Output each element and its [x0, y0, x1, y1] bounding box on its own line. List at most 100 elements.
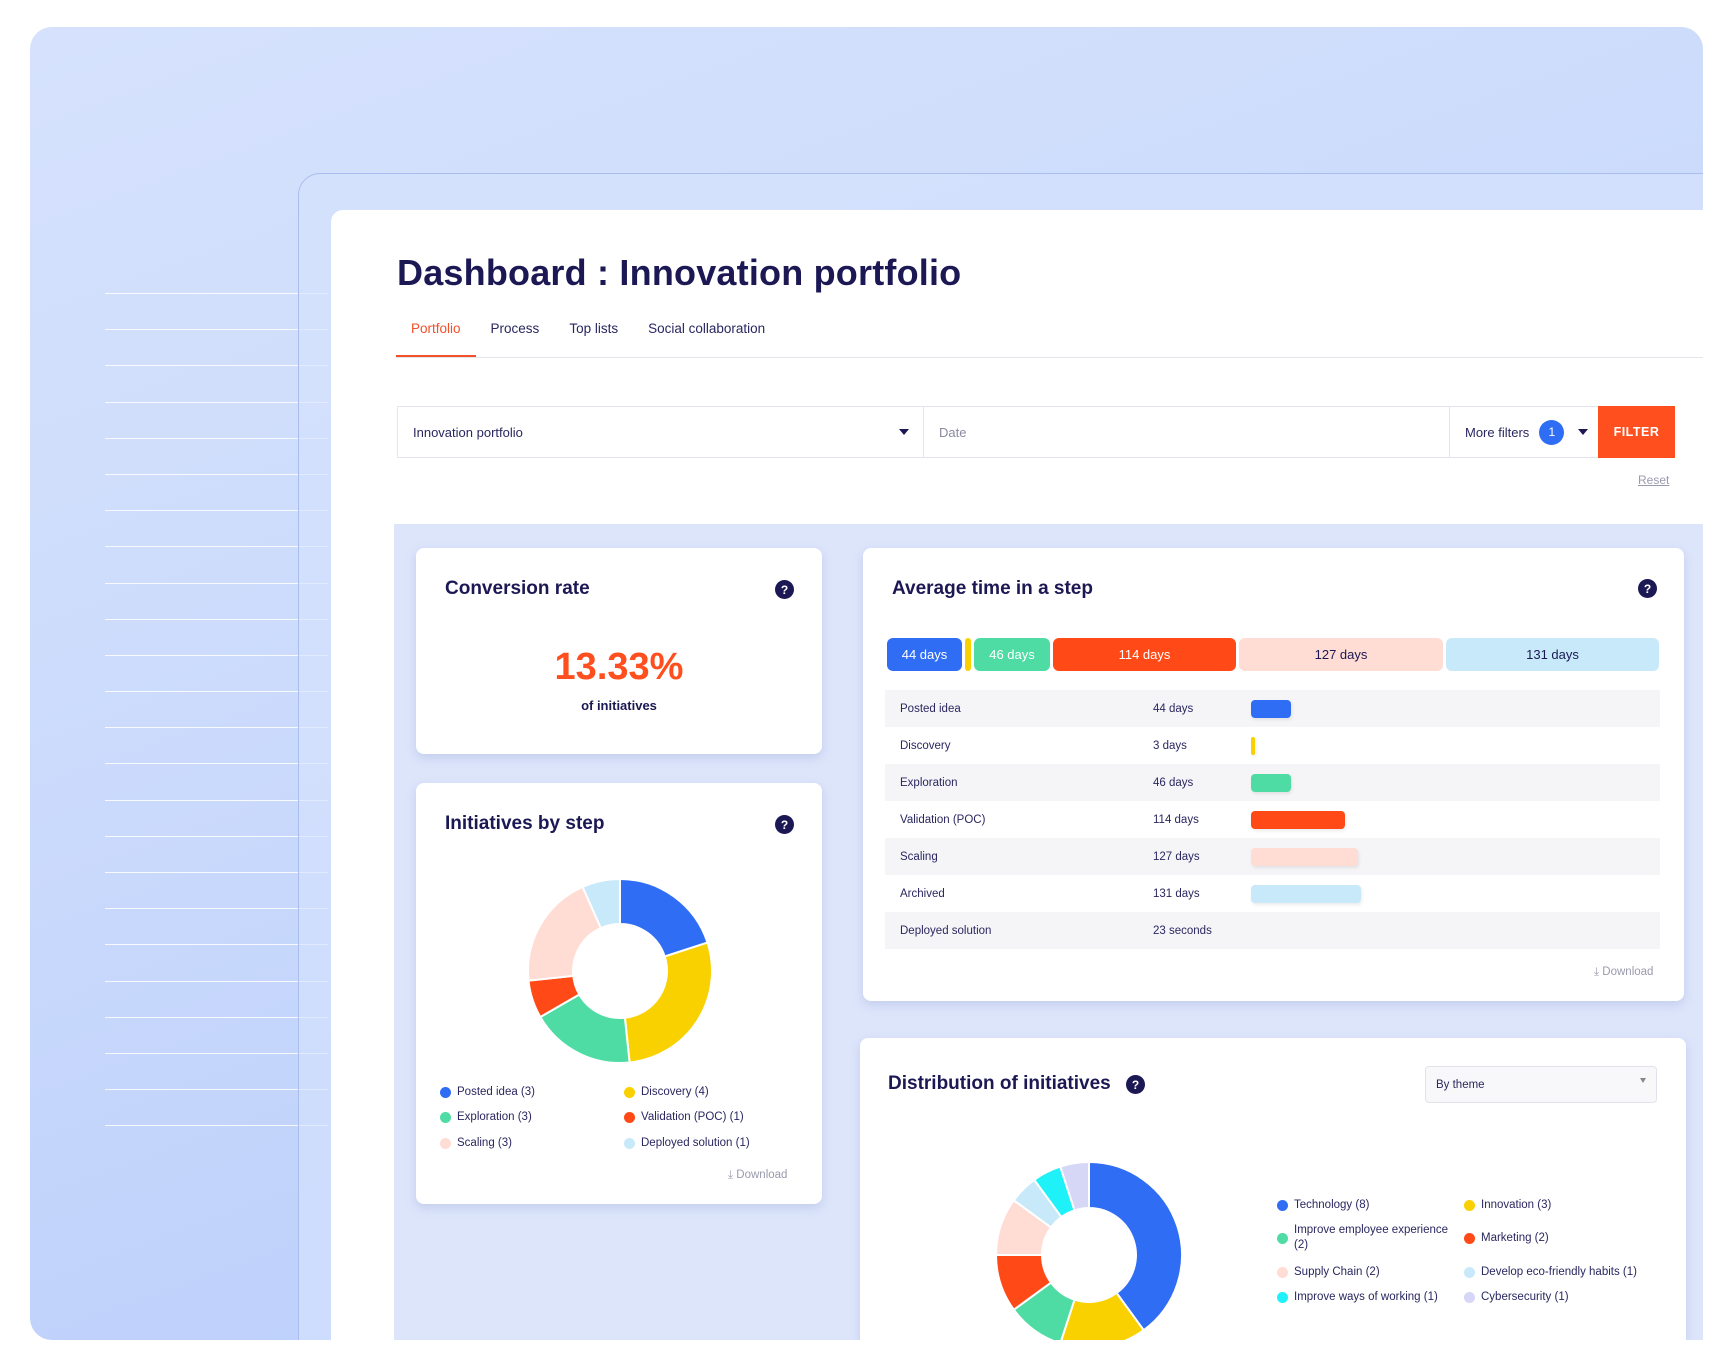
legend-item: Discovery (4): [624, 1085, 709, 1100]
help-icon[interactable]: ?: [1638, 579, 1657, 598]
step-name: Archived: [900, 887, 945, 900]
reset-link[interactable]: Reset: [1638, 473, 1670, 487]
table-row: Posted idea 44 days: [885, 690, 1660, 727]
legend-item: Validation (POC) (1): [624, 1110, 744, 1125]
filter-button[interactable]: FILTER: [1598, 406, 1675, 458]
portfolio-select[interactable]: Innovation portfolio: [398, 407, 924, 457]
initiatives-legend: Posted idea (3) Discovery (4) Exploratio…: [440, 1085, 800, 1165]
legend-item: Posted idea (3): [440, 1085, 535, 1100]
step-bar: [1251, 810, 1345, 829]
card-title: Initiatives by step: [445, 813, 605, 834]
step-value: 114 days: [1153, 813, 1199, 826]
group-by-select[interactable]: By theme: [1425, 1066, 1657, 1103]
bar-segment-validation[interactable]: 114 days: [1053, 638, 1236, 671]
step-name: Exploration: [900, 776, 958, 789]
table-row: Deployed solution 23 seconds: [885, 912, 1660, 949]
legend-label: Discovery (4): [641, 1086, 709, 1098]
date-placeholder: Date: [939, 424, 967, 440]
step-value: 3 days: [1153, 739, 1187, 752]
distribution-card: Distribution of initiatives ? By theme T…: [860, 1038, 1686, 1358]
table-row: Scaling 127 days: [885, 838, 1660, 875]
legend-item: Improve ways of working (1): [1277, 1290, 1438, 1305]
legend-item: Develop eco-friendly habits (1): [1464, 1265, 1637, 1280]
card-title: Distribution of initiatives: [888, 1073, 1111, 1094]
filter-count-badge: 1: [1539, 419, 1565, 445]
legend-label: Improve ways of working (1): [1294, 1291, 1438, 1303]
bar-segment-posted-idea[interactable]: 44 days: [887, 638, 962, 671]
legend-dot-icon: [1464, 1233, 1475, 1244]
tabs-divider: [396, 357, 1703, 358]
group-by-value: By theme: [1436, 1078, 1485, 1091]
download-label: Download: [736, 1169, 788, 1181]
legend-label: Deployed solution (1): [641, 1137, 750, 1149]
more-filters-label: More filters: [1465, 424, 1530, 440]
legend-item: Deployed solution (1): [624, 1136, 750, 1151]
legend-label: Validation (POC) (1): [641, 1111, 744, 1123]
tab-process[interactable]: Process: [490, 321, 540, 336]
chevron-down-icon: [1578, 429, 1589, 435]
legend-label: Marketing (2): [1481, 1232, 1549, 1244]
legend-dot-icon: [624, 1087, 635, 1098]
download-icon: ⤓: [728, 1169, 734, 1181]
help-icon[interactable]: ?: [775, 580, 794, 599]
legend-dot-icon: [1277, 1267, 1288, 1278]
table-row: Validation (POC) 114 days: [885, 801, 1660, 838]
legend-item: Improve employee experience (2): [1277, 1223, 1457, 1253]
distribution-donut-chart: [994, 1160, 1183, 1349]
chevron-down-icon: [899, 429, 909, 435]
step-bar: [1251, 884, 1361, 903]
legend-item: Innovation (3): [1464, 1198, 1551, 1213]
decorative-lines: [105, 293, 328, 1162]
legend-dot-icon: [440, 1087, 451, 1098]
legend-dot-icon: [440, 1138, 451, 1149]
conversion-rate-card: Conversion rate ? 13.33% of initiatives: [416, 548, 822, 754]
legend-item: Technology (8): [1277, 1198, 1369, 1213]
legend-label: Innovation (3): [1481, 1199, 1552, 1211]
bar-segment-archived[interactable]: 131 days: [1446, 638, 1659, 671]
legend-item: Supply Chain (2): [1277, 1265, 1380, 1280]
initiatives-by-step-card: Initiatives by step ? Posted idea (3) Di…: [416, 783, 822, 1204]
help-icon[interactable]: ?: [775, 815, 794, 834]
legend-dot-icon: [624, 1112, 635, 1123]
legend-dot-icon: [1464, 1292, 1475, 1303]
legend-label: Improve employee experience (2): [1294, 1224, 1449, 1251]
step-value: 131 days: [1153, 887, 1200, 900]
step-value: 23 seconds: [1153, 924, 1212, 937]
download-label: Download: [1602, 966, 1654, 978]
date-input[interactable]: Date: [924, 407, 1450, 457]
page-title: Dashboard : Innovation portfolio: [397, 252, 962, 293]
download-link[interactable]: ⤓ Download: [1594, 966, 1653, 979]
legend-label: Cybersecurity (1): [1481, 1291, 1569, 1303]
legend-label: Scaling (3): [457, 1137, 512, 1149]
legend-item: Exploration (3): [440, 1110, 532, 1125]
step-name: Scaling: [900, 850, 938, 863]
tab-top-lists[interactable]: Top lists: [569, 321, 619, 336]
conversion-rate-value: 13.33%: [554, 646, 684, 688]
tab-portfolio[interactable]: Portfolio: [396, 318, 476, 358]
legend-label: Posted idea (3): [457, 1086, 535, 1098]
step-name: Validation (POC): [900, 813, 986, 826]
step-name: Deployed solution: [900, 924, 992, 937]
legend-label: Exploration (3): [457, 1111, 532, 1123]
legend-dot-icon: [1277, 1292, 1288, 1303]
step-bar: [1251, 699, 1291, 718]
conversion-rate-subtitle: of initiatives: [581, 698, 657, 713]
distribution-legend: Technology (8) Innovation (3) Improve em…: [1277, 1198, 1677, 1308]
legend-dot-icon: [1277, 1232, 1288, 1244]
bar-segment-scaling[interactable]: 127 days: [1239, 638, 1443, 671]
help-icon[interactable]: ?: [1126, 1075, 1145, 1094]
table-row: Discovery 3 days: [885, 727, 1660, 764]
step-value: 127 days: [1153, 850, 1200, 863]
bar-segment-discovery[interactable]: [965, 638, 971, 671]
page-bottom-margin: [0, 1340, 1720, 1360]
bar-segment-exploration[interactable]: 46 days: [974, 638, 1050, 671]
tab-social-collaboration[interactable]: Social collaboration: [648, 321, 766, 336]
more-filters-button[interactable]: More filters 1: [1450, 407, 1599, 457]
average-time-table: Posted idea 44 days Discovery 3 days Exp…: [885, 690, 1660, 949]
download-link[interactable]: ⤓ Download: [728, 1169, 787, 1182]
initiatives-donut-chart: [527, 877, 713, 1064]
step-value: 46 days: [1153, 776, 1194, 789]
step-bar: [1251, 773, 1291, 792]
filter-bar: Innovation portfolio Date More filters 1: [397, 406, 1600, 458]
legend-item: Marketing (2): [1464, 1231, 1549, 1246]
